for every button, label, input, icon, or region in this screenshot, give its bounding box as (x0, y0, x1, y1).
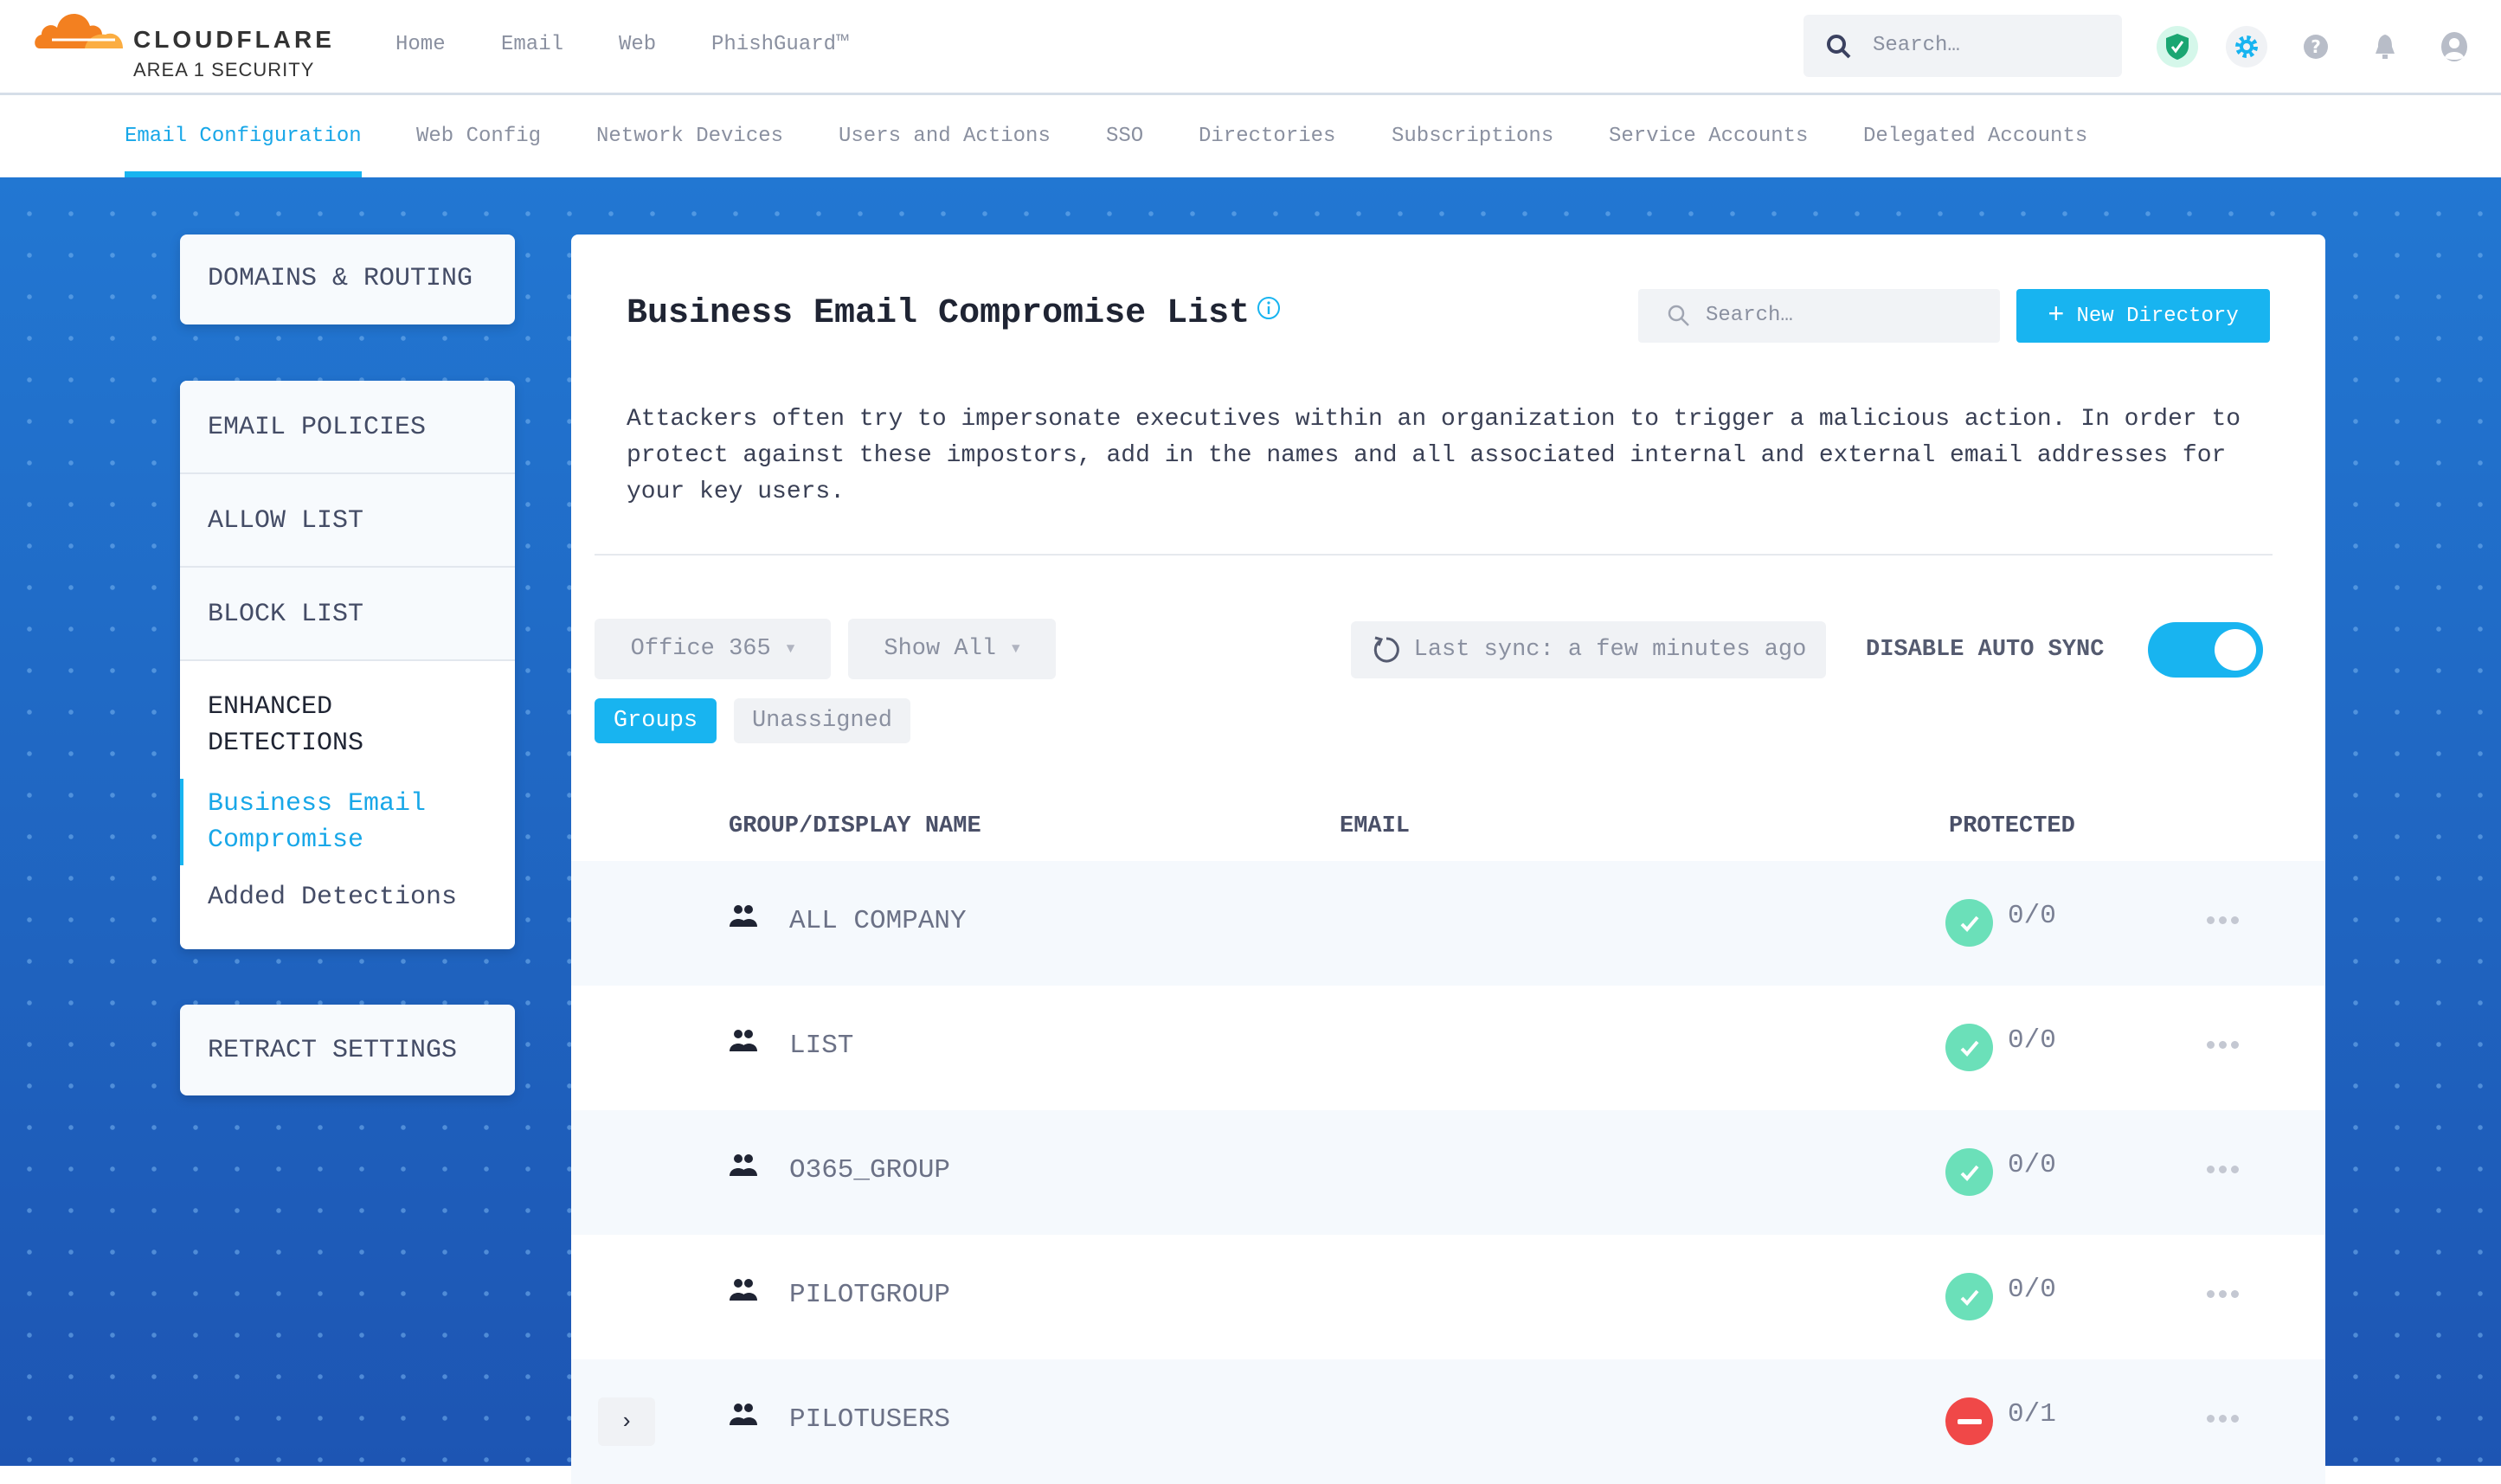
auto-sync-label: DISABLE AUTO SYNC (1866, 637, 2105, 663)
protected-count: 0/0 (2008, 1150, 2056, 1180)
divider (595, 554, 2273, 556)
protected-count: 0/0 (2008, 1275, 2056, 1305)
page-title: Business Email Compromise List (627, 294, 1250, 333)
shield-check-icon[interactable] (2157, 26, 2198, 67)
sidebar-email-policies-group: EMAIL POLICIES ALLOW LIST BLOCK LIST ENH… (180, 381, 515, 949)
more-actions-icon[interactable] (2207, 1415, 2239, 1423)
sidebar-item-block-list[interactable]: BLOCK LIST (208, 600, 364, 629)
new-directory-button[interactable]: + New Directory (2016, 289, 2270, 343)
group-icon (730, 1030, 757, 1051)
sidebar-item-retract-settings[interactable]: RETRACT SETTINGS (180, 1005, 515, 1095)
description: Attackers often try to impersonate execu… (627, 406, 2241, 505)
check-circle-icon (1945, 1024, 1993, 1071)
tab-delegated-accounts[interactable]: Delegated Accounts (1863, 125, 2088, 148)
last-sync-button[interactable]: Last sync: a few minutes ago (1351, 621, 1826, 678)
column-header-email[interactable]: EMAIL (1340, 813, 1411, 839)
active-tab-indicator (125, 171, 362, 177)
more-actions-icon[interactable] (2207, 1166, 2239, 1173)
section-tabs: Email Configuration Web Config Network D… (0, 95, 2501, 177)
directory-search-input[interactable]: Search… (1638, 289, 2000, 343)
refresh-icon (1373, 636, 1399, 663)
check-circle-icon (1945, 899, 1993, 947)
tab-unassigned[interactable]: Unassigned (734, 698, 910, 743)
chevron-right-icon: › (620, 1409, 633, 1435)
tab-groups[interactable]: Groups (595, 698, 717, 743)
check-circle-icon (1945, 1273, 1993, 1320)
search-icon (1668, 305, 1689, 326)
group-icon (730, 1154, 757, 1176)
sidebar-item-email-policies[interactable]: EMAIL POLICIES (208, 413, 427, 442)
protected-count: 0/0 (2008, 1025, 2056, 1056)
column-header-protected[interactable]: PROTECTED (1949, 813, 2075, 839)
group-name: LIST (789, 1031, 854, 1061)
table-row[interactable]: LIST 0/0 (571, 986, 2325, 1110)
filter-select[interactable]: Show All ▼ (848, 619, 1056, 679)
group-icon (730, 905, 757, 927)
active-indicator (180, 779, 183, 865)
group-icon (730, 1279, 757, 1301)
caret-down-icon: ▼ (1012, 641, 1020, 657)
sidebar-item-domains-routing[interactable]: DOMAINS & ROUTING (180, 234, 515, 324)
table-row[interactable]: PILOTUSERS 0/1 › (571, 1359, 2325, 1484)
source-select[interactable]: Office 365 ▼ (595, 619, 831, 679)
more-actions-icon[interactable] (2207, 1290, 2239, 1298)
tab-service-accounts[interactable]: Service Accounts (1609, 125, 1809, 148)
tab-email-configuration[interactable]: Email Configuration (125, 125, 362, 148)
tab-web-config[interactable]: Web Config (416, 125, 542, 148)
svg-text:?: ? (2311, 36, 2321, 57)
gear-icon[interactable] (2226, 26, 2267, 67)
help-icon[interactable]: ? (2295, 26, 2337, 67)
nav-phishguard[interactable]: PhishGuard™ (711, 33, 849, 56)
more-actions-icon[interactable] (2207, 916, 2239, 924)
nav-email[interactable]: Email (501, 33, 564, 56)
group-name: PILOTUSERS (789, 1404, 951, 1435)
check-circle-icon (1945, 1148, 1993, 1196)
group-name: ALL COMPANY (789, 906, 967, 936)
tab-directories[interactable]: Directories (1199, 125, 1336, 148)
user-icon[interactable] (2433, 26, 2475, 67)
caret-down-icon: ▼ (786, 641, 795, 657)
sidebar-subitem-added-detections[interactable]: Added Detections (208, 883, 458, 912)
search-icon (1827, 35, 1851, 59)
tab-subscriptions[interactable]: Subscriptions (1392, 125, 1554, 148)
blocked-circle-icon (1945, 1397, 1993, 1445)
nav-web[interactable]: Web (619, 33, 657, 56)
plus-icon: + (2048, 299, 2065, 331)
global-search-input[interactable]: Search… (1803, 15, 2122, 77)
toggle-knob (2215, 629, 2256, 671)
table-row[interactable]: ALL COMPANY 0/0 (571, 861, 2325, 986)
sidebar-item-allow-list[interactable]: ALLOW LIST (208, 506, 364, 536)
main-panel (571, 234, 2325, 1466)
tab-network-devices[interactable]: Network Devices (596, 125, 784, 148)
table-row[interactable]: PILOTGROUP 0/0 (571, 1235, 2325, 1359)
column-header-name[interactable]: GROUP/DISPLAY NAME (729, 813, 981, 839)
group-name: O365_GROUP (789, 1155, 951, 1185)
protected-count: 0/1 (2008, 1399, 2056, 1429)
group-icon (730, 1404, 757, 1425)
expand-row-button[interactable]: › (598, 1397, 655, 1446)
tab-users-and-actions[interactable]: Users and Actions (839, 125, 1051, 148)
info-icon[interactable] (1257, 296, 1281, 320)
cloudflare-logo[interactable]: CLOUDFLARE AREA 1 SECURITY (33, 7, 331, 80)
nav-home[interactable]: Home (395, 33, 446, 56)
top-bar: CLOUDFLARE AREA 1 SECURITY Home Email We… (0, 0, 2501, 95)
auto-sync-toggle[interactable] (2148, 622, 2263, 678)
group-name: PILOTGROUP (789, 1280, 951, 1310)
more-actions-icon[interactable] (2207, 1041, 2239, 1049)
bell-icon[interactable] (2364, 26, 2406, 67)
cloud-logo-icon (35, 13, 123, 48)
protected-count: 0/0 (2008, 901, 2056, 931)
table-row[interactable]: O365_GROUP 0/0 (571, 1110, 2325, 1235)
tab-sso[interactable]: SSO (1106, 125, 1144, 148)
